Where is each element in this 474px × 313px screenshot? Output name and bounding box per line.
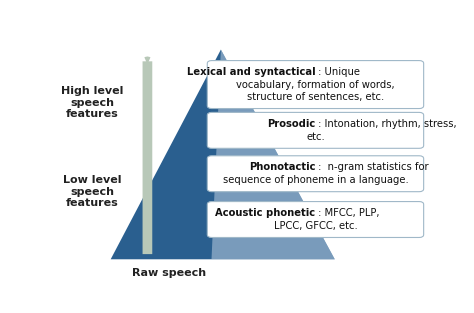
Polygon shape — [211, 215, 335, 259]
Text: sequence of phoneme in a language.: sequence of phoneme in a language. — [223, 175, 409, 185]
Text: structure of sentences, etc.: structure of sentences, etc. — [247, 92, 384, 102]
Text: Acoustic phonetic : MFCC, PLP,: Acoustic phonetic : MFCC, PLP, — [239, 208, 392, 218]
FancyBboxPatch shape — [207, 202, 424, 238]
Text: Phonotactic: Phonotactic — [249, 162, 316, 172]
FancyBboxPatch shape — [207, 156, 424, 192]
Polygon shape — [213, 171, 310, 215]
Text: Raw speech: Raw speech — [132, 268, 207, 278]
Text: :  n-gram statistics for: : n-gram statistics for — [316, 162, 429, 172]
Text: etc.: etc. — [306, 132, 325, 142]
Text: High level
speech
features: High level speech features — [61, 86, 124, 119]
Text: Acoustic phonetic: Acoustic phonetic — [215, 208, 316, 218]
Text: : Intonation, rhythm, stress,: : Intonation, rhythm, stress, — [316, 119, 457, 129]
Text: vocabulary, formation of words,: vocabulary, formation of words, — [236, 80, 395, 90]
Polygon shape — [216, 129, 287, 171]
Text: Prosodic : Intonation, rhythm, stress,: Prosodic : Intonation, rhythm, stress, — [224, 119, 407, 129]
FancyBboxPatch shape — [207, 112, 424, 148]
Text: Prosodic: Prosodic — [267, 119, 316, 129]
Text: Lexical and syntactical: Lexical and syntactical — [187, 67, 316, 77]
Text: Phonotactic :  n-gram statistics for: Phonotactic : n-gram statistics for — [229, 162, 401, 172]
Text: : MFCC, PLP,: : MFCC, PLP, — [316, 208, 380, 218]
Text: LPCC, GFCC, etc.: LPCC, GFCC, etc. — [273, 221, 357, 231]
Text: Lexical and syntactical : Unique: Lexical and syntactical : Unique — [236, 67, 395, 77]
Polygon shape — [110, 50, 335, 259]
Text: Low level
speech
features: Low level speech features — [63, 175, 121, 208]
Polygon shape — [218, 50, 264, 129]
FancyBboxPatch shape — [207, 61, 424, 109]
Text: : Unique: : Unique — [316, 67, 360, 77]
